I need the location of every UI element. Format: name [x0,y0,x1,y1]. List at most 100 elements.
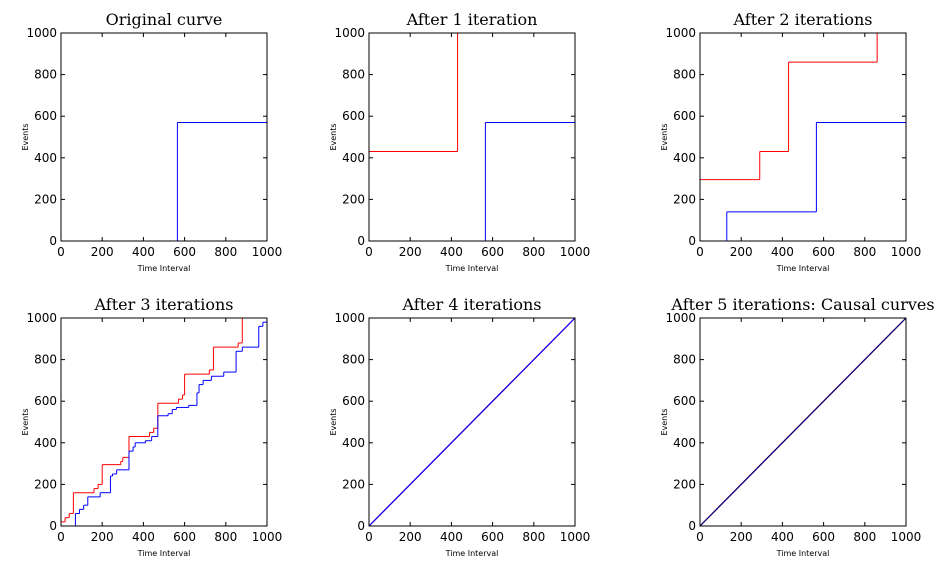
y-tick-label: 1000 [334,26,365,40]
x-tick-label: 800 [522,530,545,544]
y-tick-label: 400 [342,151,365,165]
x-tick-label: 400 [440,530,463,544]
x-tick-label: 0 [696,245,704,259]
x-tick-label: 0 [57,530,65,544]
y-tick-label: 600 [673,394,696,408]
y-tick-label: 200 [342,192,365,206]
y-axis-label: Events [660,123,669,150]
y-tick-label: 200 [342,477,365,491]
subplot-title: After 2 iterations [733,10,873,29]
subplot-title: After 1 iteration [406,10,538,29]
x-tick-label: 1000 [891,245,922,259]
axes-frame [60,317,268,527]
x-tick-label: 1000 [560,245,591,259]
axes-frame [60,32,268,242]
y-tick-label: 200 [673,477,696,491]
x-axis-label: Time Interval [776,264,830,273]
x-tick-label: 600 [481,530,504,544]
y-tick-label: 400 [34,436,57,450]
x-tick-label: 200 [91,245,114,259]
y-axis-label: Events [329,408,338,435]
x-tick-label: 200 [730,245,753,259]
subplot: After 4 iterations Time Interval Events 0 20… [329,295,590,558]
y-tick-label: 400 [673,151,696,165]
y-axis-label: Events [21,408,30,435]
x-axis-label: Time Interval [137,264,191,273]
x-tick-label: 200 [730,530,753,544]
axes-frame [699,317,907,527]
y-tick-label: 0 [357,234,365,248]
x-tick-label: 600 [812,530,835,544]
y-tick-label: 1000 [665,311,696,325]
y-tick-label: 0 [688,234,696,248]
x-tick-label: 1000 [252,530,283,544]
x-tick-label: 1000 [252,245,283,259]
y-tick-label: 800 [342,68,365,82]
x-tick-label: 400 [771,530,794,544]
x-axis-label: Time Interval [137,549,191,558]
x-tick-label: 0 [365,530,373,544]
y-tick-label: 0 [357,519,365,533]
x-tick-label: 600 [173,245,196,259]
y-tick-label: 600 [34,109,57,123]
y-tick-label: 200 [34,192,57,206]
x-tick-label: 200 [399,530,422,544]
x-tick-label: 800 [214,530,237,544]
x-tick-label: 0 [696,530,704,544]
y-tick-label: 200 [673,192,696,206]
subplot-title: After 3 iterations [94,295,234,314]
subplot-title: After 4 iterations [402,295,542,314]
y-tick-label: 1000 [26,311,57,325]
x-tick-label: 600 [173,530,196,544]
x-axis-label: Time Interval [776,549,830,558]
x-tick-label: 400 [132,530,155,544]
subplot: After 5 iterations: Causal curves Time In… [660,295,935,558]
x-tick-label: 400 [440,245,463,259]
x-tick-label: 400 [132,245,155,259]
y-axis-label: Events [660,408,669,435]
x-tick-label: 200 [399,245,422,259]
x-tick-label: 800 [214,245,237,259]
axes-frame [368,32,576,242]
y-tick-label: 200 [34,477,57,491]
axes-frame [699,32,907,242]
y-tick-label: 400 [34,151,57,165]
y-tick-label: 800 [673,353,696,367]
x-tick-label: 1000 [891,530,922,544]
subplot: After 3 iterations Time Interval Events 0 20… [21,295,282,558]
axes-frame [368,317,576,527]
x-axis-label: Time Interval [445,264,499,273]
y-tick-label: 800 [342,353,365,367]
y-tick-label: 1000 [334,311,365,325]
y-tick-label: 800 [673,68,696,82]
y-tick-label: 600 [673,109,696,123]
y-axis-label: Events [21,123,30,150]
y-tick-label: 400 [673,436,696,450]
subplot: Original curve Time Interval Events 0 200 400… [21,10,282,273]
curve [699,317,907,527]
y-tick-label: 400 [342,436,365,450]
y-tick-label: 600 [342,109,365,123]
y-axis-label: Events [329,123,338,150]
x-tick-label: 400 [771,245,794,259]
y-tick-label: 0 [49,519,57,533]
y-tick-label: 1000 [665,26,696,40]
y-tick-label: 1000 [26,26,57,40]
y-tick-label: 800 [34,68,57,82]
subplot-title: Original curve [106,10,223,29]
x-tick-label: 200 [91,530,114,544]
y-tick-label: 600 [342,394,365,408]
y-tick-label: 600 [34,394,57,408]
curve [368,317,576,527]
y-tick-label: 0 [49,234,57,248]
x-tick-label: 1000 [560,530,591,544]
x-tick-label: 0 [365,245,373,259]
y-tick-label: 0 [688,519,696,533]
x-tick-label: 800 [853,530,876,544]
subplot-title: After 5 iterations: Causal curves [670,295,934,314]
x-tick-label: 800 [853,245,876,259]
x-tick-label: 800 [522,245,545,259]
y-tick-label: 800 [34,353,57,367]
x-tick-label: 600 [812,245,835,259]
x-tick-label: 600 [481,245,504,259]
